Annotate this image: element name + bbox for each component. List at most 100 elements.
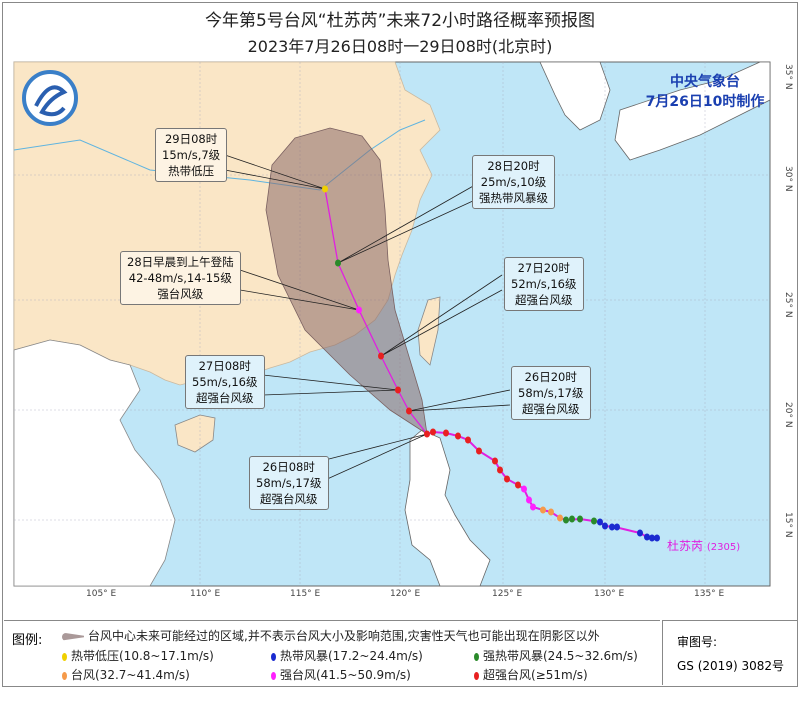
sty-icon (271, 671, 276, 680)
label-26d20: 26日20时 58m/s,17级 超强台风级 (511, 366, 591, 420)
legend-label: 热带风暴(17.2~24.4m/s) (280, 649, 423, 663)
legend-item: 热带低压(10.8~17.1m/s) (62, 647, 214, 664)
legend-label: 热带低压(10.8~17.1m/s) (71, 649, 214, 663)
track-point (335, 259, 341, 267)
land-taiwan (417, 296, 441, 366)
point-time: 28日20时 (487, 159, 540, 173)
land-indochina (13, 339, 176, 587)
point-grade: 热带低压 (168, 164, 215, 178)
track-point (497, 466, 503, 474)
legend-label: 超强台风(≥51m/s) (483, 668, 588, 682)
td-icon (62, 652, 67, 661)
track-point (424, 430, 430, 438)
track-point (540, 506, 546, 514)
ty-icon (62, 671, 67, 680)
legend-item: 台风(32.7~41.4m/s) (62, 666, 190, 683)
point-grade: 强台风级 (157, 287, 204, 301)
land-japan (614, 61, 771, 161)
track-point (526, 496, 532, 504)
track-point (504, 475, 510, 483)
lon-label: 130° E (594, 589, 625, 599)
track-point (465, 436, 471, 444)
track-point (557, 514, 563, 522)
outer-frame (2, 2, 798, 687)
point-time: 26日08时 (262, 460, 315, 474)
legend-item: 超强台风(≥51m/s) (474, 666, 588, 683)
issuer-block: 中央气象台 7月26日10时制作 (640, 72, 770, 112)
track-point (521, 485, 527, 493)
track-point (548, 508, 554, 516)
track-point (649, 534, 655, 542)
label-27d08: 27日08时 55m/s,16级 超强台风级 (185, 355, 265, 409)
cone-icon (62, 632, 84, 641)
review-number: GS (2019) 3082号 (677, 659, 784, 673)
track-point (395, 386, 401, 394)
supty-icon (474, 671, 479, 680)
legend: 图例: 台风中心未来可能经过的区域,并不表示台风大小及影响范围,灾害性天气也可能… (4, 620, 660, 685)
label-29d08: 29日08时 15m/s,7级 热带低压 (155, 128, 228, 182)
lon-label: 105° E (86, 589, 117, 599)
legend-label: 台风(32.7~41.4m/s) (71, 668, 190, 682)
map-subtitle: 2023年7月26日08时一29日08时(北京时) (247, 37, 553, 56)
track-point (563, 516, 569, 524)
point-time: 26日20时 (524, 370, 577, 384)
point-time: 28日早晨到上午登陆 (127, 255, 234, 269)
legend-heading: 图例: (12, 633, 43, 648)
track-point (637, 529, 643, 537)
lon-label: 125° E (492, 589, 523, 599)
label-26d08: 26日08时 58m/s,17级 超强台风级 (249, 456, 329, 510)
track-point (406, 407, 412, 415)
typhoon-name: 杜苏芮 (667, 539, 704, 553)
point-wind: 52m/s,16级 (511, 277, 577, 291)
point-grade: 超强台风级 (515, 293, 573, 307)
point-time: 27日08时 (198, 359, 251, 373)
point-wind: 42-48m/s,14-15级 (128, 271, 232, 285)
lon-label: 115° E (290, 589, 321, 599)
track-point (644, 533, 650, 541)
point-time: 29日08时 (164, 132, 218, 146)
land-philippines (404, 429, 491, 587)
cma-logo (22, 70, 78, 126)
point-grade: 超强台风级 (260, 492, 318, 506)
lat-label: 20° N (783, 402, 793, 428)
track-point (577, 515, 583, 523)
track-point (443, 429, 449, 437)
legend-label: 强台风(41.5~50.9m/s) (280, 668, 411, 682)
point-grade: 超强台风级 (196, 391, 254, 405)
lat-label: 35° N (783, 64, 793, 90)
track-point (654, 534, 660, 542)
typhoon-code: (2305) (706, 542, 741, 553)
legend-item: 热带风暴(17.2~24.4m/s) (271, 647, 423, 664)
track-point (455, 432, 461, 440)
point-time: 27日20时 (517, 261, 570, 275)
lat-label: 30° N (783, 166, 793, 192)
lon-label: 120° E (390, 589, 421, 599)
lon-label: 135° E (694, 589, 725, 599)
legend-item: 强热带风暴(24.5~32.6m/s) (474, 647, 638, 664)
label-landfall: 28日早晨到上午登陆 42-48m/s,14-15级 强台风级 (120, 251, 241, 305)
point-grade: 强热带风暴级 (479, 191, 548, 205)
track-point (356, 306, 362, 314)
point-wind: 58m/s,17级 (256, 476, 322, 490)
point-wind: 15m/s,7级 (162, 148, 221, 162)
track-point (322, 185, 328, 193)
track-point (530, 503, 536, 511)
point-wind: 55m/s,16级 (192, 375, 258, 389)
track-point (602, 522, 608, 530)
track-point (476, 447, 482, 455)
track-point (591, 517, 597, 525)
lat-label: 15° N (783, 512, 793, 538)
point-wind: 58m/s,17级 (518, 386, 584, 400)
issue-time: 7月26日10时制作 (645, 94, 765, 110)
ts-icon (271, 652, 276, 661)
track-point (597, 518, 603, 526)
point-grade: 超强台风级 (522, 402, 580, 416)
track-point (378, 352, 384, 360)
label-28d20: 28日20时 25m/s,10级 强热带风暴级 (472, 155, 555, 209)
track-point (430, 428, 436, 436)
legend-cone: 台风中心未来可能经过的区域,并不表示台风大小及影响范围,灾害性天气也可能出现在阴… (62, 627, 600, 644)
track-point (515, 481, 521, 489)
review-label: 审图号: (677, 635, 718, 649)
